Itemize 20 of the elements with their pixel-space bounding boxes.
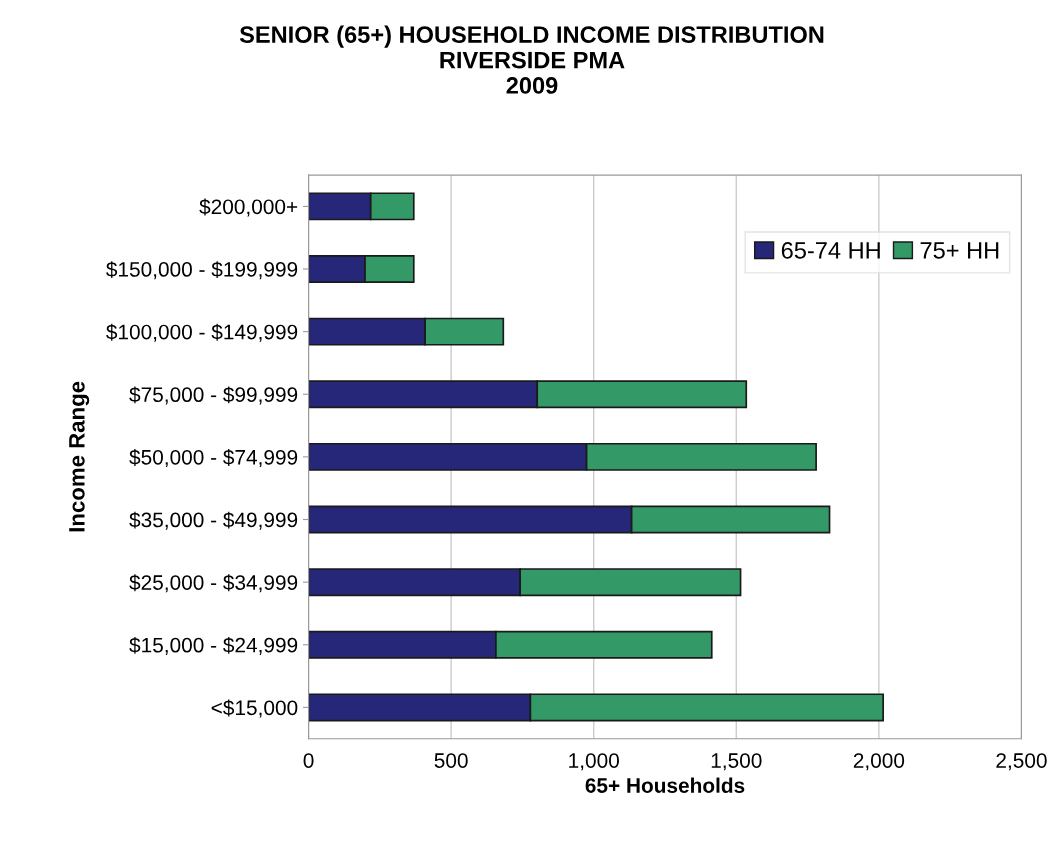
x-axis-title: 65+ Households: [585, 777, 745, 793]
y-tick-label: <$15,000: [211, 699, 298, 718]
legend-label: 75+ HH: [920, 242, 999, 259]
chart-title: SENIOR (65+) HOUSEHOLD INCOME DISTRIBUTION RIVERSIDE PMA 2009: [239, 25, 824, 94]
y-axis-title: Income Range: [69, 381, 90, 532]
y-tick-label: $50,000 - $74,999: [129, 449, 298, 468]
x-tick-label: 500: [434, 753, 468, 768]
y-tick-label: $200,000+: [199, 198, 298, 217]
y-tick-label: $25,000 - $34,999: [129, 574, 298, 593]
legend-label: 65-74 HH: [781, 242, 880, 259]
y-tick-label: $100,000 - $149,999: [106, 323, 298, 342]
y-tick-label: $15,000 - $24,999: [129, 636, 298, 655]
x-tick-label: 1,500: [711, 753, 762, 771]
x-tick-label: 0: [303, 753, 314, 768]
y-tick-label: $75,000 - $99,999: [129, 386, 298, 405]
y-tick-label: $35,000 - $49,999: [129, 511, 298, 530]
x-tick-label: 1,000: [569, 753, 619, 771]
x-tick-label: 2,000: [853, 753, 905, 771]
y-tick-label: $150,000 - $199,999: [106, 261, 298, 280]
x-tick-label: 2,500: [996, 753, 1047, 771]
